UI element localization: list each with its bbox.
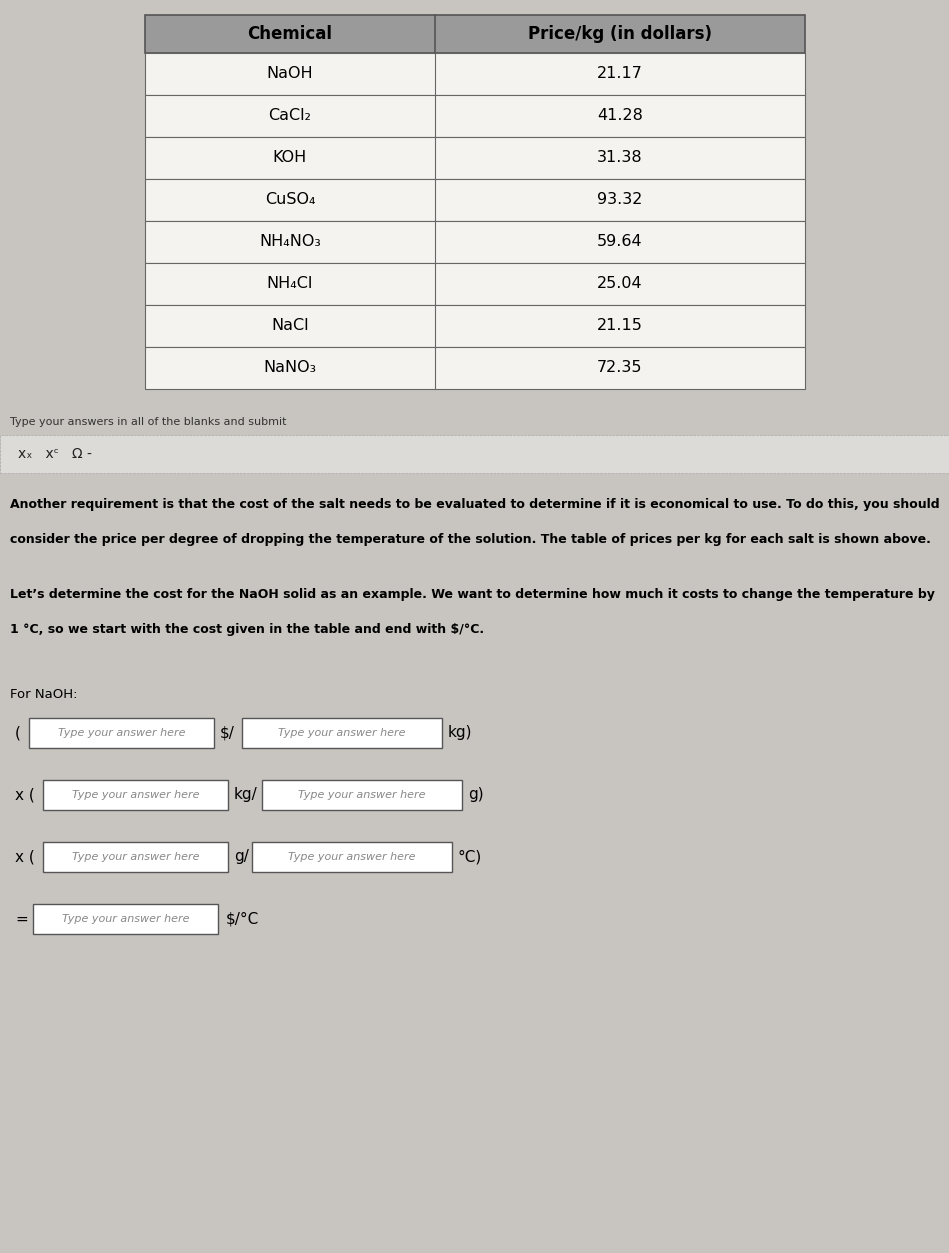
Text: kg/: kg/ — [234, 787, 258, 802]
Text: °C): °C) — [458, 850, 482, 865]
Bar — [145, 304, 805, 347]
Text: 72.35: 72.35 — [597, 361, 642, 376]
Text: 21.17: 21.17 — [597, 66, 642, 81]
Text: x (: x ( — [15, 787, 35, 802]
Text: kg): kg) — [448, 725, 473, 741]
Text: 25.04: 25.04 — [597, 277, 642, 292]
Text: Type your answer here: Type your answer here — [288, 852, 416, 862]
Text: NH₄NO₃: NH₄NO₃ — [259, 234, 321, 249]
Bar — [145, 95, 805, 137]
Bar — [145, 15, 805, 53]
Text: Type your answer here: Type your answer here — [72, 789, 199, 799]
Text: xₓ   xᶜ   Ω -: xₓ xᶜ Ω - — [18, 447, 92, 461]
Text: Type your answers in all of the blanks and submit: Type your answers in all of the blanks a… — [10, 417, 287, 427]
Text: (: ( — [15, 725, 21, 741]
Bar — [145, 221, 805, 263]
Text: CaCl₂: CaCl₂ — [269, 109, 311, 124]
Text: x (: x ( — [15, 850, 35, 865]
Bar — [43, 781, 228, 809]
Bar — [0, 435, 949, 472]
Bar — [145, 179, 805, 221]
Text: Another requirement is that the cost of the salt needs to be evaluated to determ: Another requirement is that the cost of … — [10, 497, 940, 511]
Text: $/°C: $/°C — [226, 911, 259, 926]
Text: 21.15: 21.15 — [597, 318, 642, 333]
Text: NaOH: NaOH — [267, 66, 313, 81]
Text: Chemical: Chemical — [248, 25, 332, 43]
Text: Price/kg (in dollars): Price/kg (in dollars) — [528, 25, 712, 43]
Bar — [145, 347, 805, 388]
Text: 41.28: 41.28 — [597, 109, 642, 124]
Bar — [242, 718, 442, 748]
Text: consider the price per degree of dropping the temperature of the solution. The t: consider the price per degree of droppin… — [10, 533, 931, 546]
Bar — [29, 718, 214, 748]
Text: NaCl: NaCl — [271, 318, 308, 333]
Text: Let’s determine the cost for the NaOH solid as an example. We want to determine : Let’s determine the cost for the NaOH so… — [10, 588, 935, 601]
Text: 1 °C, so we start with the cost given in the table and end with $/°C.: 1 °C, so we start with the cost given in… — [10, 623, 484, 637]
Text: Type your answer here: Type your answer here — [72, 852, 199, 862]
Text: g/: g/ — [234, 850, 249, 865]
Bar — [145, 263, 805, 304]
Text: CuSO₄: CuSO₄ — [265, 193, 315, 208]
Text: $/: $/ — [220, 725, 234, 741]
Text: KOH: KOH — [273, 150, 307, 165]
Text: NaNO₃: NaNO₃ — [264, 361, 317, 376]
Bar — [252, 842, 452, 872]
Text: 31.38: 31.38 — [597, 150, 642, 165]
Text: 93.32: 93.32 — [597, 193, 642, 208]
Bar — [262, 781, 462, 809]
Bar — [145, 53, 805, 95]
Text: 59.64: 59.64 — [597, 234, 642, 249]
Text: For NaOH:: For NaOH: — [10, 688, 78, 700]
Text: Type your answer here: Type your answer here — [62, 913, 189, 923]
Bar — [43, 842, 228, 872]
Text: NH₄Cl: NH₄Cl — [267, 277, 313, 292]
Text: Type your answer here: Type your answer here — [278, 728, 406, 738]
Text: =: = — [15, 911, 28, 926]
Bar — [145, 137, 805, 179]
Text: Type your answer here: Type your answer here — [58, 728, 185, 738]
Text: g): g) — [468, 787, 484, 802]
Text: Type your answer here: Type your answer here — [298, 789, 426, 799]
Bar — [33, 903, 218, 933]
